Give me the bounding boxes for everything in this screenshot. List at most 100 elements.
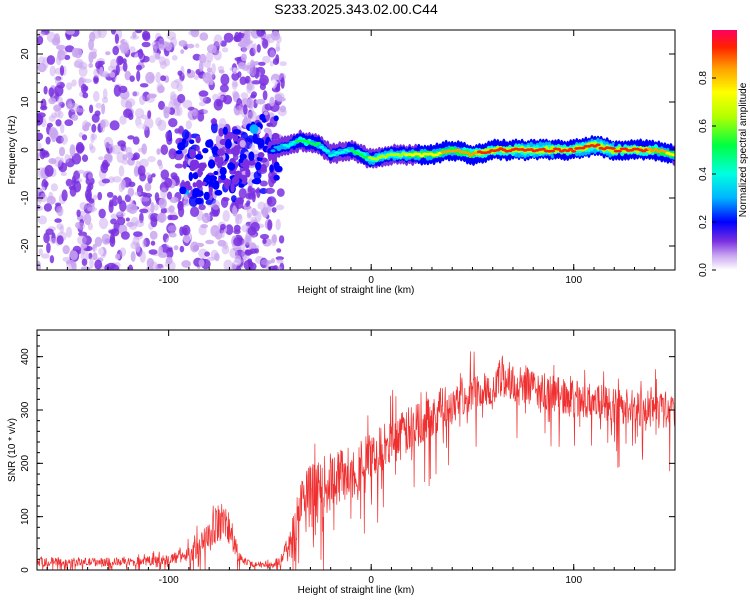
spectrogram-cell: [246, 205, 253, 218]
spectrogram-cell: [259, 180, 268, 187]
spectrogram-cell: [128, 46, 136, 54]
spectrogram-ridge-cell: [340, 150, 346, 154]
spectrogram-cell: [186, 185, 192, 191]
spectrogram-cell: [119, 115, 127, 125]
spectrogram-cell: [219, 156, 224, 165]
spectrogram-cell: [160, 207, 167, 214]
colorbar-tick-label: 0.8: [698, 71, 709, 85]
spectrogram-cell: [83, 165, 89, 171]
spectrogram-cell: [220, 197, 229, 208]
spectrogram-cell: [112, 45, 119, 56]
spectrogram-ridge-cell: [671, 153, 675, 157]
snr-xlabel: Height of straight line (km): [298, 585, 415, 596]
spectrogram-cell: [87, 206, 98, 212]
spectrogram-cell: [118, 165, 125, 177]
spectrogram-cell: [198, 101, 206, 107]
snr-ytick-label: 200: [20, 455, 31, 472]
spectrogram-cell: [127, 203, 138, 215]
spectrogram-cell: [116, 211, 126, 218]
spectrogram-cell: [120, 231, 130, 240]
spectrogram-cell: [266, 122, 274, 127]
spectrogram-cell: [37, 215, 48, 225]
spectrogram-cell: [262, 38, 269, 49]
spectrogram-ridge-cell: [568, 147, 574, 151]
spectrogram-cell: [177, 142, 186, 151]
spectrogram-cell: [158, 252, 168, 258]
spectrogram-cell: [198, 204, 206, 211]
spectrogram-cell: [227, 162, 235, 171]
spectrogram-ytick-label: -20: [20, 238, 31, 253]
spectrogram-cell: [167, 225, 177, 232]
spectrogram-cell: [113, 84, 122, 97]
spectrogram-cell: [198, 60, 204, 72]
spectrogram-cell: [188, 195, 198, 207]
spectrogram-cell: [148, 55, 156, 63]
spectrogram-cell: [48, 191, 54, 201]
spectrogram-ridge-cell: [349, 148, 355, 152]
snr-axes: -100 0 100 0 100 200 300 400: [20, 330, 676, 586]
spectrogram-ridge-cell: [555, 147, 562, 151]
spectrogram-cell: [267, 219, 273, 231]
spectrogram-cell: [49, 255, 55, 264]
spectrogram-cell: [270, 235, 277, 247]
spectrogram-ridge-cell: [331, 153, 337, 157]
spectrogram-ytick-label: 0: [20, 147, 31, 153]
spectrogram-cell: [192, 172, 199, 180]
spectrogram-cell: [89, 104, 94, 114]
spectrogram-cell: [169, 196, 179, 203]
spectrogram-cell: [95, 102, 102, 109]
spectrogram-cell: [261, 117, 267, 123]
spectrogram-cell: [189, 148, 196, 159]
spectrogram-cell: [278, 72, 287, 81]
spectrogram-cell: [90, 133, 95, 144]
spectrogram-ridge-cell: [279, 145, 285, 149]
spectrogram-cell: [64, 119, 74, 127]
spectrogram-cell: [94, 259, 103, 270]
spectrogram-cell: [190, 109, 198, 117]
spectrogram-cell: [124, 70, 132, 81]
spectrogram-cell: [170, 80, 180, 90]
spectrogram-cell: [73, 180, 82, 193]
spectrogram-cell: [209, 210, 219, 217]
spectrogram-cell: [59, 225, 64, 234]
spectrogram-cell: [217, 148, 226, 156]
snr-marks: [37, 351, 675, 570]
spectrogram-cell: [213, 49, 222, 61]
spectrogram-cell: [221, 47, 229, 53]
spectrogram-cell: [40, 98, 47, 110]
spectrogram-cell: [92, 252, 98, 261]
spectrogram-cell: [238, 32, 246, 39]
spectrogram-cell: [147, 110, 152, 119]
spectrogram-cell: [71, 153, 82, 165]
spectrogram-ridge-cell: [549, 149, 556, 153]
spectrogram-cell: [46, 122, 53, 128]
spectrogram-cell: [94, 110, 101, 117]
spectrogram-cell: [49, 65, 56, 77]
spectrogram-cell: [37, 112, 46, 118]
spectrogram-cell: [167, 214, 173, 221]
spectrogram-cell: [108, 65, 114, 72]
spectrogram-ridge-cell: [455, 148, 461, 152]
spectrogram-ridge-cell: [398, 154, 404, 158]
spectrogram-cell: [39, 148, 46, 160]
spectrogram-cell: [139, 95, 146, 106]
spectrogram-cell: [211, 146, 219, 156]
spectrogram-cell: [184, 234, 190, 244]
spectrogram-ridge-cell: [382, 155, 388, 159]
spectrogram-cell: [214, 252, 220, 262]
spectrogram-cell: [160, 187, 168, 199]
colorbar-tick-label: 0.4: [698, 167, 709, 181]
spectrogram-cell: [165, 130, 172, 141]
spectrogram-cell: [81, 134, 88, 141]
spectrogram-cell: [232, 147, 239, 157]
spectrogram-cell: [54, 156, 62, 168]
spectrogram-cell: [65, 178, 73, 187]
spectrogram-cell: [170, 36, 177, 48]
spectrogram-cell: [218, 118, 227, 130]
spectrogram-cell: [100, 162, 109, 174]
spectrogram-cell: [88, 51, 94, 64]
spectrogram-cell: [104, 264, 110, 270]
spectrogram-ridge-cell: [595, 143, 601, 147]
spectrogram-ridge-cell: [616, 149, 622, 153]
spectrogram-marks: [37, 30, 675, 270]
